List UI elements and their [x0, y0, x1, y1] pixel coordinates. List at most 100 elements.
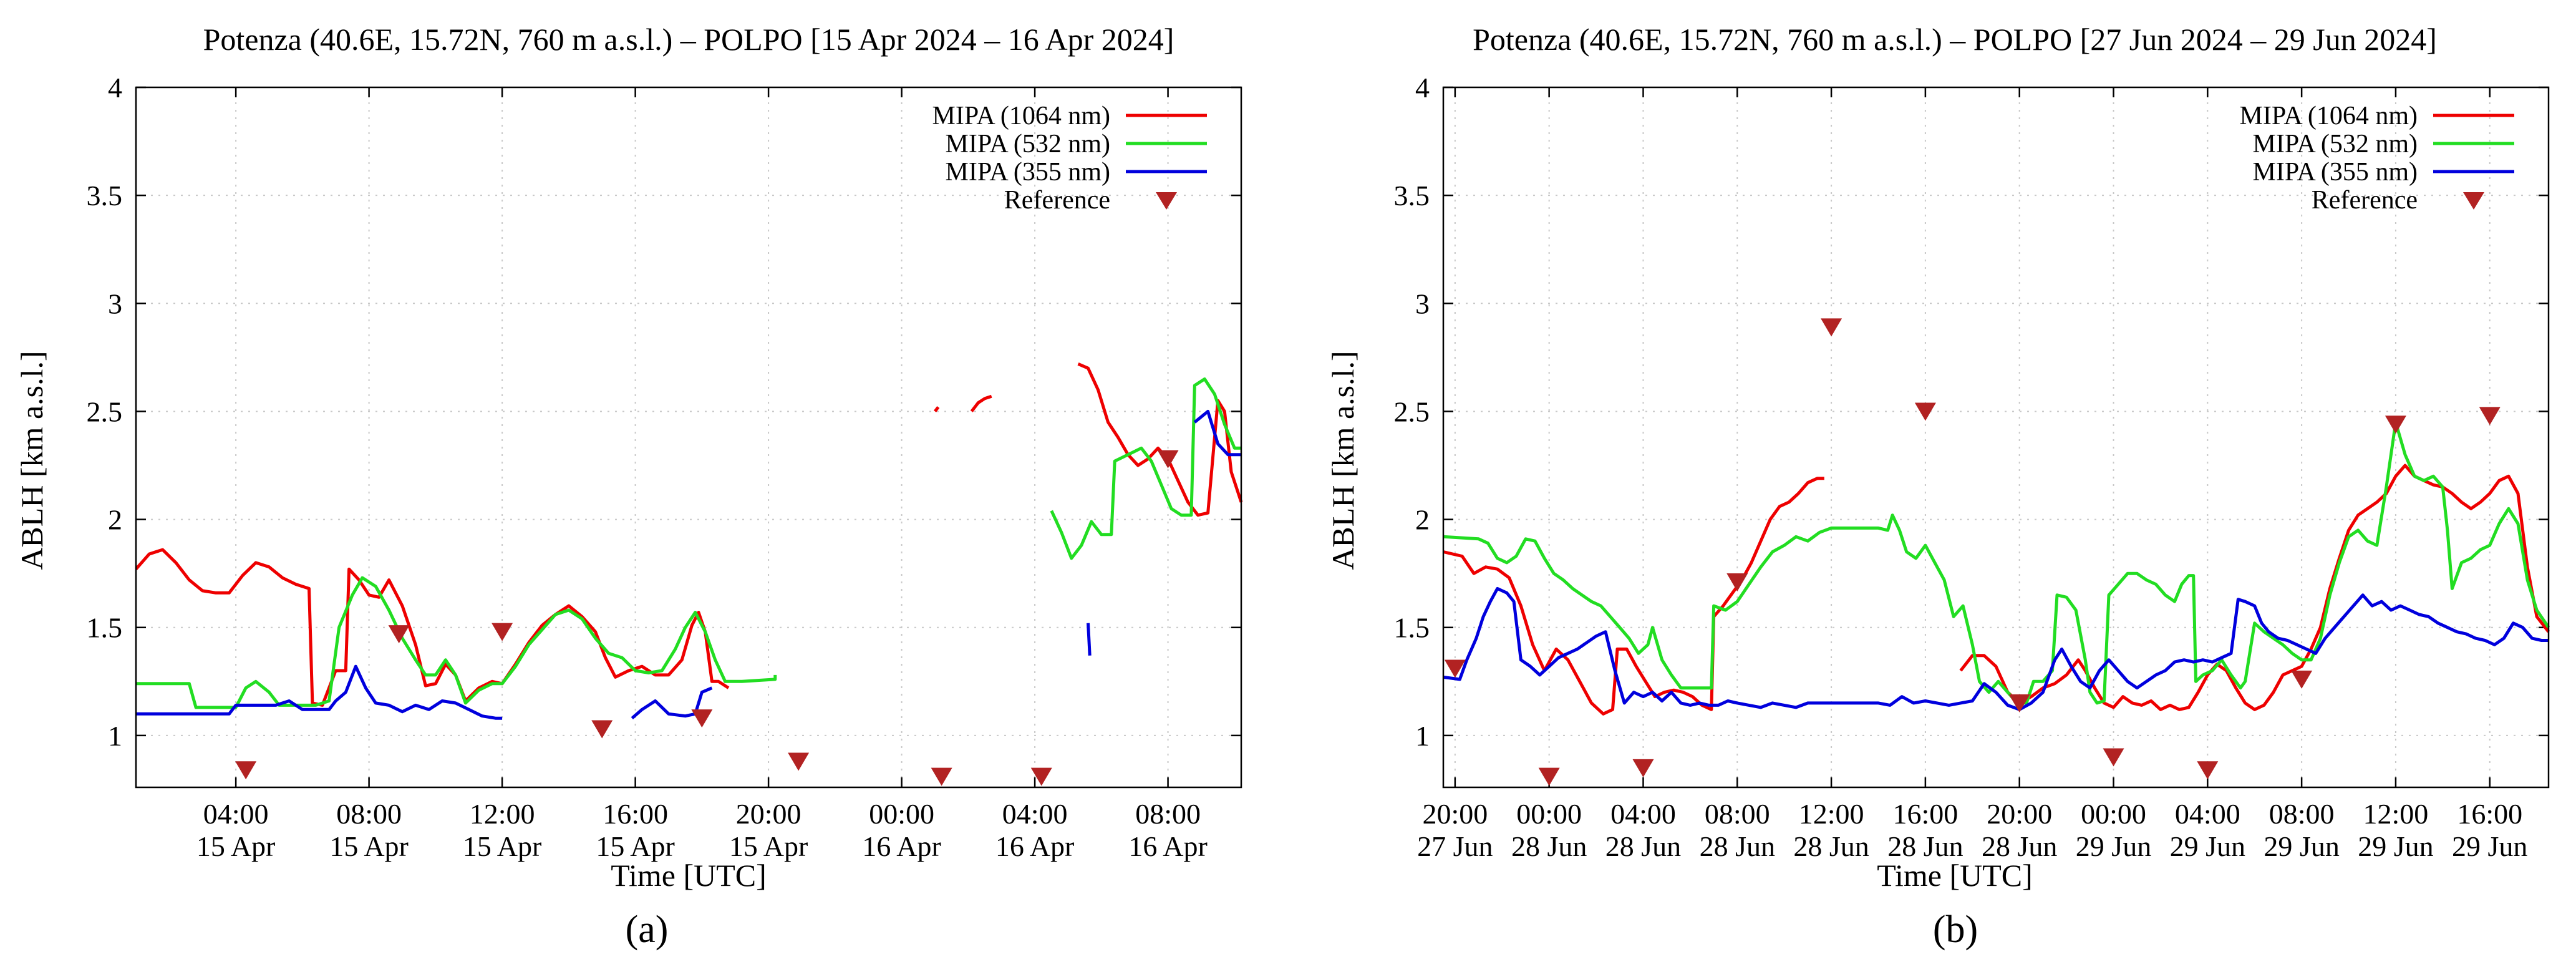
- x-tick-label-time: 00:00: [869, 798, 934, 830]
- x-tick-label-time: 00:00: [2081, 798, 2146, 830]
- x-tick-label-time: 12:00: [2363, 798, 2429, 830]
- x-tick-label-date: 15 Apr: [329, 830, 409, 862]
- legend-label: Reference: [1004, 186, 1110, 215]
- x-tick-label-time: 16:00: [2457, 798, 2522, 830]
- reference-marker: [1821, 318, 1842, 337]
- series-line-green: [136, 576, 777, 709]
- legend-label: MIPA (1064 nm): [2240, 102, 2418, 130]
- reference-marker: [1726, 573, 1748, 592]
- series-line-red: [135, 548, 730, 707]
- reference-marker: [388, 625, 410, 644]
- reference-marker: [2103, 748, 2124, 767]
- x-axis-label: Time [UTC]: [1877, 858, 2033, 893]
- series-line-blue: [1087, 623, 1092, 656]
- legend-label: MIPA (532 nm): [946, 130, 1111, 158]
- reference-marker: [2291, 670, 2313, 689]
- x-tick-label-date: 16 Apr: [1128, 830, 1208, 862]
- reference-marker: [1444, 659, 1466, 678]
- series-line-blue: [1443, 586, 2549, 711]
- x-tick-label-date: 16 Apr: [862, 830, 941, 862]
- series-line-blue: [136, 664, 503, 720]
- series-line-green: [1443, 420, 2550, 705]
- x-tick-label-time: 20:00: [1422, 798, 1488, 830]
- legend-label: MIPA (1064 nm): [932, 102, 1111, 130]
- x-tick-label-date: 15 Apr: [596, 830, 675, 862]
- y-tick-label: 3.5: [87, 180, 123, 211]
- legend-swatch-marker: [1156, 192, 1177, 210]
- x-tick-label-date: 15 Apr: [729, 830, 808, 862]
- x-tick-label-date: 28 Jun: [1605, 830, 1681, 862]
- x-tick-label-time: 20:00: [1987, 798, 2052, 830]
- y-axis-label: ABLH [km a.s.l.]: [1325, 351, 1360, 570]
- reference-marker: [1914, 402, 1936, 421]
- panel-label: (a): [626, 908, 669, 951]
- series-line-red: [1959, 464, 2550, 711]
- reference-marker: [1157, 450, 1179, 469]
- series-line-red: [1443, 477, 1824, 716]
- y-tick-label: 2.5: [87, 396, 123, 427]
- legend-label: MIPA (355 nm): [946, 158, 1111, 187]
- y-tick-label: 1.5: [1394, 612, 1430, 644]
- legend-label: Reference: [2312, 186, 2418, 215]
- x-tick-label-date: 28 Jun: [1887, 830, 1963, 862]
- x-tick-label-time: 16:00: [603, 798, 668, 830]
- x-tick-label-time: 08:00: [336, 798, 402, 830]
- x-tick-label-time: 08:00: [1135, 798, 1201, 830]
- reference-marker: [2008, 694, 2030, 712]
- reference-marker: [788, 752, 810, 771]
- series-line-red: [970, 394, 992, 412]
- series-line-red: [934, 406, 940, 412]
- y-tick-label: 4: [108, 72, 122, 104]
- reference-marker: [235, 761, 257, 780]
- x-tick-label-date: 29 Jun: [2076, 830, 2151, 862]
- chart-title: Potenza (40.6E, 15.72N, 760 m a.s.l.) – …: [203, 22, 1174, 57]
- chart-panel-a: Potenza (40.6E, 15.72N, 760 m a.s.l.) – …: [14, 22, 1243, 951]
- y-tick-label: 3.5: [1394, 180, 1430, 211]
- series-line-green: [1050, 377, 1241, 560]
- x-tick-label-time: 12:00: [470, 798, 535, 830]
- chart-panel-b: Potenza (40.6E, 15.72N, 760 m a.s.l.) – …: [1325, 22, 2550, 951]
- x-tick-label-time: 04:00: [203, 798, 269, 830]
- legend-label: MIPA (355 nm): [2253, 158, 2418, 187]
- x-tick-label-date: 28 Jun: [1511, 830, 1587, 862]
- chart-title: Potenza (40.6E, 15.72N, 760 m a.s.l.) – …: [1473, 22, 2437, 57]
- x-tick-label-time: 04:00: [1002, 798, 1068, 830]
- x-tick-label-date: 29 Jun: [2358, 830, 2433, 862]
- x-tick-label-time: 08:00: [1705, 798, 1770, 830]
- y-tick-label: 2.5: [1394, 396, 1430, 427]
- series-line-blue: [1193, 409, 1241, 457]
- legend-label: MIPA (532 nm): [2253, 130, 2418, 158]
- x-tick-label-date: 29 Jun: [2452, 830, 2527, 862]
- y-tick-label: 4: [1415, 72, 1430, 104]
- reference-marker: [591, 720, 613, 739]
- series-line-blue: [631, 686, 713, 720]
- x-tick-label-time: 08:00: [2269, 798, 2335, 830]
- x-tick-label-date: 27 Jun: [1417, 830, 1493, 862]
- reference-marker: [2479, 407, 2501, 425]
- x-tick-label-time: 20:00: [736, 798, 801, 830]
- x-tick-label-time: 04:00: [1610, 798, 1676, 830]
- x-tick-label-time: 04:00: [2175, 798, 2240, 830]
- x-tick-label-date: 28 Jun: [1793, 830, 1869, 862]
- y-tick-label: 3: [1415, 288, 1430, 319]
- reference-marker: [1632, 759, 1654, 777]
- y-axis-label: ABLH [km a.s.l.]: [14, 351, 49, 570]
- y-tick-label: 1: [108, 720, 122, 752]
- x-axis-label: Time [UTC]: [611, 858, 767, 893]
- x-tick-label-date: 16 Apr: [995, 830, 1075, 862]
- y-tick-label: 3: [108, 288, 122, 319]
- x-tick-label-time: 16:00: [1893, 798, 1959, 830]
- x-tick-label-date: 28 Jun: [1700, 830, 1775, 862]
- legend-swatch-marker: [2463, 192, 2484, 210]
- x-tick-label-time: 00:00: [1516, 798, 1582, 830]
- y-tick-label: 1.5: [87, 612, 123, 644]
- reference-marker: [2385, 416, 2406, 434]
- y-tick-label: 2: [108, 504, 122, 536]
- x-tick-label-date: 29 Jun: [2264, 830, 2339, 862]
- reference-marker: [931, 767, 952, 786]
- reference-marker: [691, 709, 713, 728]
- reference-marker: [2197, 761, 2219, 780]
- y-tick-label: 2: [1415, 504, 1430, 536]
